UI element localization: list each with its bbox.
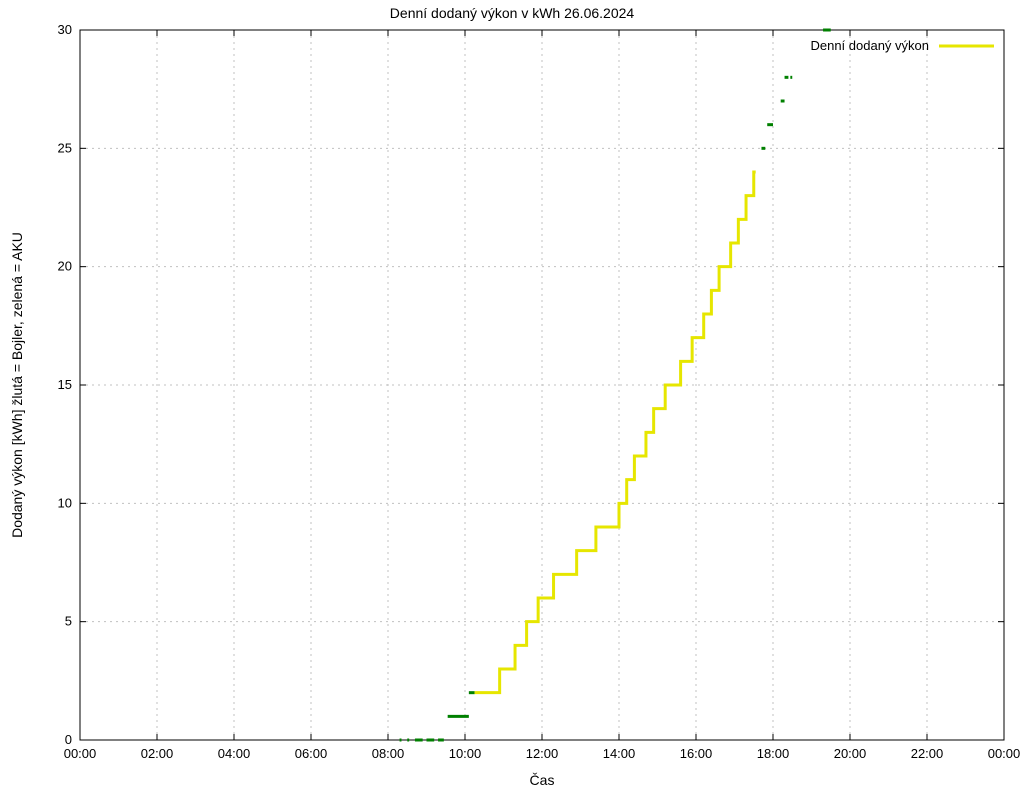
x-tick-label: 06:00 xyxy=(295,746,328,761)
x-tick-label: 16:00 xyxy=(680,746,713,761)
chart-container: Denní dodaný výkon v kWh 26.06.2024 00:00… xyxy=(0,0,1024,800)
x-tick-label: 12:00 xyxy=(526,746,559,761)
x-tick-label: 10:00 xyxy=(449,746,482,761)
x-tick-label: 04:00 xyxy=(218,746,251,761)
y-tick-label: 5 xyxy=(65,614,72,629)
y-tick-label: 20 xyxy=(58,259,72,274)
y-tick-label: 15 xyxy=(58,377,72,392)
chart-title: Denní dodaný výkon v kWh 26.06.2024 xyxy=(390,5,635,21)
y-tick-label: 10 xyxy=(58,495,72,510)
y-axis-label: Dodaný výkon [kWh] žlutá = Bojler, zelen… xyxy=(9,232,25,538)
x-tick-label: 00:00 xyxy=(988,746,1021,761)
y-tick-label: 25 xyxy=(58,140,72,155)
x-tick-label: 00:00 xyxy=(64,746,97,761)
daily-power-chart: Denní dodaný výkon v kWh 26.06.2024 00:00… xyxy=(0,0,1024,800)
y-tick-label: 0 xyxy=(65,732,72,747)
legend-label: Denní dodaný výkon xyxy=(810,38,929,53)
x-tick-label: 18:00 xyxy=(757,746,790,761)
x-tick-label: 20:00 xyxy=(834,746,867,761)
x-tick-label: 02:00 xyxy=(141,746,174,761)
x-tick-label: 14:00 xyxy=(603,746,636,761)
x-tick-label: 22:00 xyxy=(911,746,944,761)
x-tick-label: 08:00 xyxy=(372,746,405,761)
y-tick-label: 30 xyxy=(58,22,72,37)
x-axis-label: Čas xyxy=(530,772,555,788)
